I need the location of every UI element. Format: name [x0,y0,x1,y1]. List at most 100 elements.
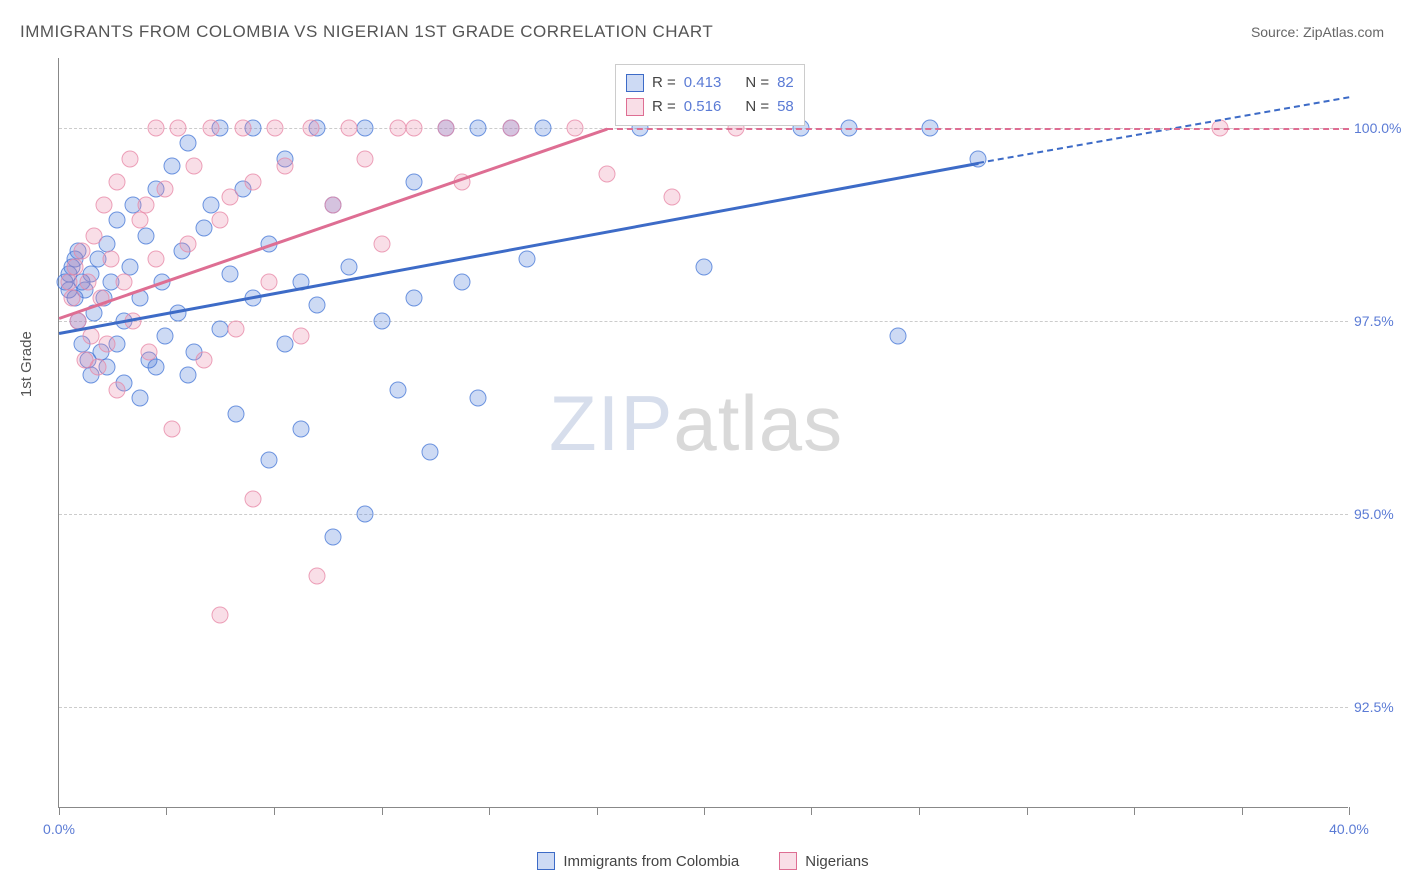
data-point [518,251,535,268]
data-point [696,258,713,275]
data-point [60,274,77,291]
legend-swatch [779,852,797,870]
data-point [138,196,155,213]
data-point [109,173,126,190]
watermark-part1: ZIP [549,379,673,467]
watermark: ZIPatlas [549,378,843,469]
data-point [228,405,245,422]
data-point [86,227,103,244]
data-point [131,390,148,407]
data-point [341,119,358,136]
data-point [163,158,180,175]
data-point [325,196,342,213]
data-point [567,119,584,136]
data-point [228,320,245,337]
data-point [373,312,390,329]
data-point [83,328,100,345]
y-tick-label: 92.5% [1354,699,1404,715]
data-point [276,336,293,353]
data-point [212,320,229,337]
stats-row: R = 0.413 N = 82 [626,71,794,95]
data-point [67,258,84,275]
x-tick [274,807,275,815]
data-point [502,119,519,136]
y-axis-label: 1st Grade [18,331,35,397]
data-point [221,266,238,283]
data-point [389,119,406,136]
x-tick-label: 0.0% [43,821,75,837]
data-point [141,343,158,360]
x-tick [1349,807,1350,815]
trend-line-extrapolated [978,97,1349,165]
data-point [131,212,148,229]
data-point [109,382,126,399]
data-point [196,351,213,368]
chart-title: IMMIGRANTS FROM COLOMBIA VS NIGERIAN 1ST… [20,22,713,42]
data-point [405,173,422,190]
data-point [96,196,113,213]
legend-swatch [537,852,555,870]
watermark-part2: atlas [673,379,843,467]
data-point [244,173,261,190]
data-point [260,274,277,291]
data-point [138,227,155,244]
data-point [405,289,422,306]
series-swatch [626,74,644,92]
data-point [405,119,422,136]
stats-box: R = 0.413 N = 82 R = 0.516 N = 58 [615,64,805,126]
data-point [109,212,126,229]
y-tick-label: 100.0% [1354,120,1404,136]
data-point [180,135,197,152]
trend-line-extrapolated [607,128,1349,130]
data-point [267,119,284,136]
data-point [180,367,197,384]
data-point [276,158,293,175]
r-label: R = [652,71,676,95]
source-label: Source: [1251,24,1299,40]
y-tick-label: 95.0% [1354,506,1404,522]
data-point [196,220,213,237]
data-point [373,235,390,252]
n-label: N = [745,95,769,119]
legend-label: Immigrants from Colombia [563,853,739,870]
data-point [454,274,471,291]
data-point [157,181,174,198]
x-tick [382,807,383,815]
data-point [147,251,164,268]
data-point [421,444,438,461]
data-point [357,150,374,167]
data-point [389,382,406,399]
x-tick [1134,807,1135,815]
data-point [180,235,197,252]
data-point [73,243,90,260]
data-point [163,421,180,438]
data-point [292,421,309,438]
y-tick-label: 97.5% [1354,313,1404,329]
source-name[interactable]: ZipAtlas.com [1303,24,1384,40]
data-point [102,251,119,268]
x-tick [1027,807,1028,815]
data-point [147,359,164,376]
data-point [221,189,238,206]
legend-item[interactable]: Nigerians [779,852,868,870]
data-point [357,506,374,523]
data-point [234,119,251,136]
data-point [534,119,551,136]
legend-item[interactable]: Immigrants from Colombia [537,852,739,870]
x-tick-label: 40.0% [1329,821,1369,837]
source-attribution: Source: ZipAtlas.com [1251,24,1384,40]
data-point [186,158,203,175]
plot-area: ZIPatlas 92.5%95.0%97.5%100.0%0.0%40.0% [58,58,1348,808]
data-point [157,328,174,345]
stats-row: R = 0.516 N = 58 [626,95,794,119]
data-point [147,119,164,136]
data-point [309,568,326,585]
x-tick [59,807,60,815]
gridline-h [59,321,1348,322]
r-value: 0.516 [684,95,722,119]
data-point [292,328,309,345]
data-point [63,289,80,306]
legend-label: Nigerians [805,853,868,870]
data-point [309,297,326,314]
data-point [170,119,187,136]
